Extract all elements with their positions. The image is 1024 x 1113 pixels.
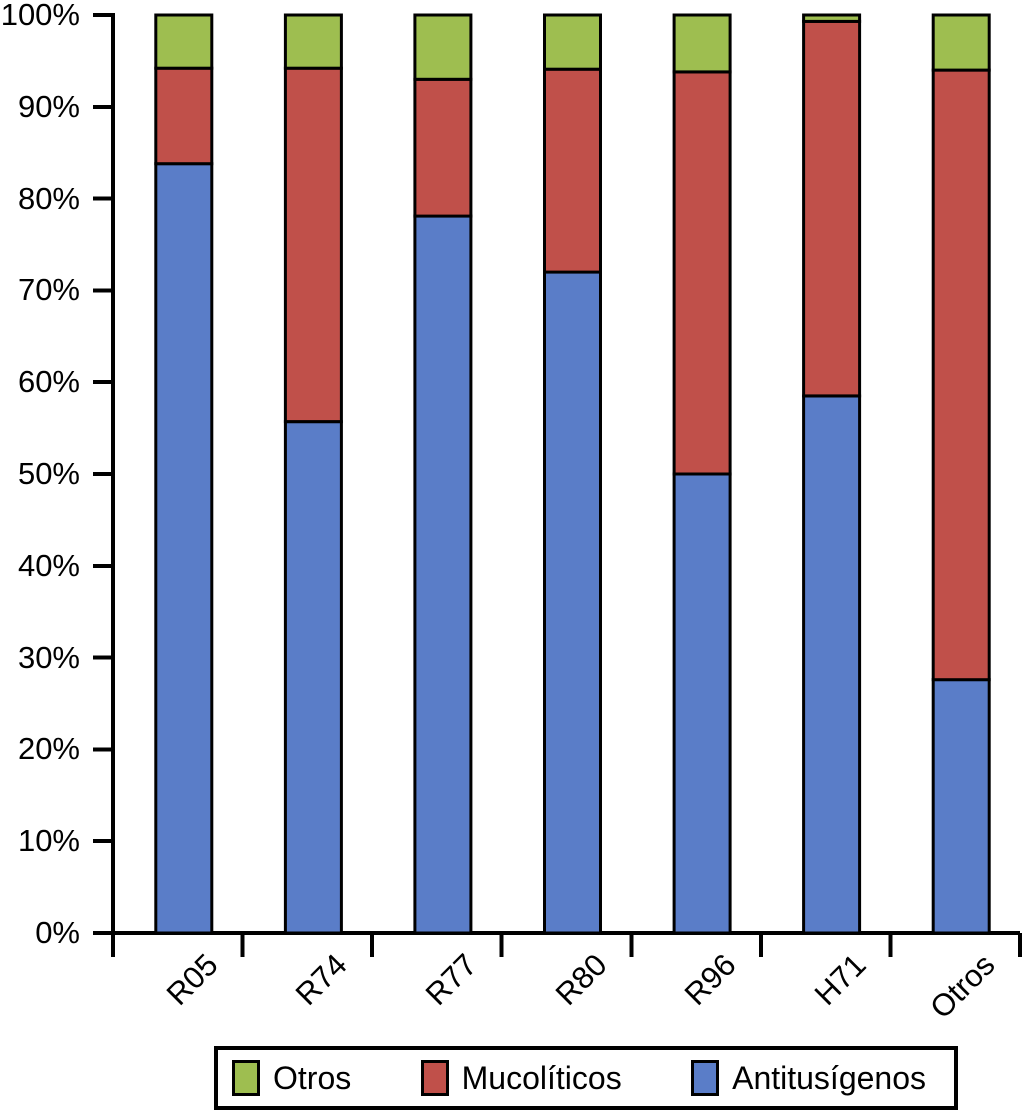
- bar-segment: [543, 13, 602, 71]
- bar-segment: [931, 678, 991, 935]
- bar-segment: [543, 270, 602, 935]
- y-axis-tick-label: 90%: [17, 88, 80, 124]
- legend-item-otros: Otros: [232, 1060, 351, 1096]
- y-axis-tick-label: 40%: [17, 547, 80, 583]
- bar-segment: [802, 394, 862, 935]
- bar-segment: [802, 13, 862, 23]
- legend-label-otros: Otros: [273, 1060, 352, 1096]
- y-axis-tick-label: 0%: [35, 915, 80, 950]
- bar-segment: [154, 13, 214, 70]
- bar-segment: [931, 68, 991, 682]
- legend-item-mucoliticos: Mucolíticos: [420, 1060, 622, 1096]
- bar-segment: [543, 67, 602, 274]
- bar-segment: [154, 162, 214, 935]
- plot-area: [93, 13, 1022, 957]
- legend-item-antitusigenos: Antitusígenos: [691, 1060, 926, 1096]
- bar-segment: [672, 13, 732, 74]
- y-axis-tick-label: 60%: [17, 364, 80, 400]
- bar-segment: [413, 214, 473, 935]
- y-axis-tick-label: 30%: [17, 639, 80, 675]
- bar-segment: [154, 66, 214, 166]
- bar-segment: [283, 420, 343, 935]
- bar-segment: [413, 13, 473, 81]
- y-axis-tick-label: 100%: [0, 0, 80, 32]
- bar-segment: [413, 77, 473, 218]
- bar-segment: [283, 66, 343, 424]
- y-axis-tick-label: 10%: [17, 823, 80, 859]
- legend-swatch-mucoliticos: [420, 1060, 449, 1096]
- y-axis-tick-label: 50%: [17, 456, 80, 491]
- legend-swatch-antitusigenos: [691, 1060, 720, 1096]
- bar-segment: [672, 70, 732, 476]
- legend-label-antitusigenos: Antitusígenos: [732, 1060, 926, 1096]
- bar-segment: [802, 19, 862, 398]
- bar-segment: [283, 13, 343, 70]
- y-axis-tick-label: 70%: [17, 272, 80, 308]
- bar-segment: [931, 13, 991, 72]
- legend-label-mucoliticos: Mucolíticos: [461, 1060, 622, 1096]
- y-axis-tick-label: 20%: [17, 731, 80, 767]
- y-axis-tick-label: 80%: [17, 180, 80, 216]
- legend: Otros Mucolíticos Antitusígenos: [214, 1046, 958, 1110]
- legend-swatch-otros: [232, 1060, 260, 1096]
- bar-segment: [672, 472, 732, 935]
